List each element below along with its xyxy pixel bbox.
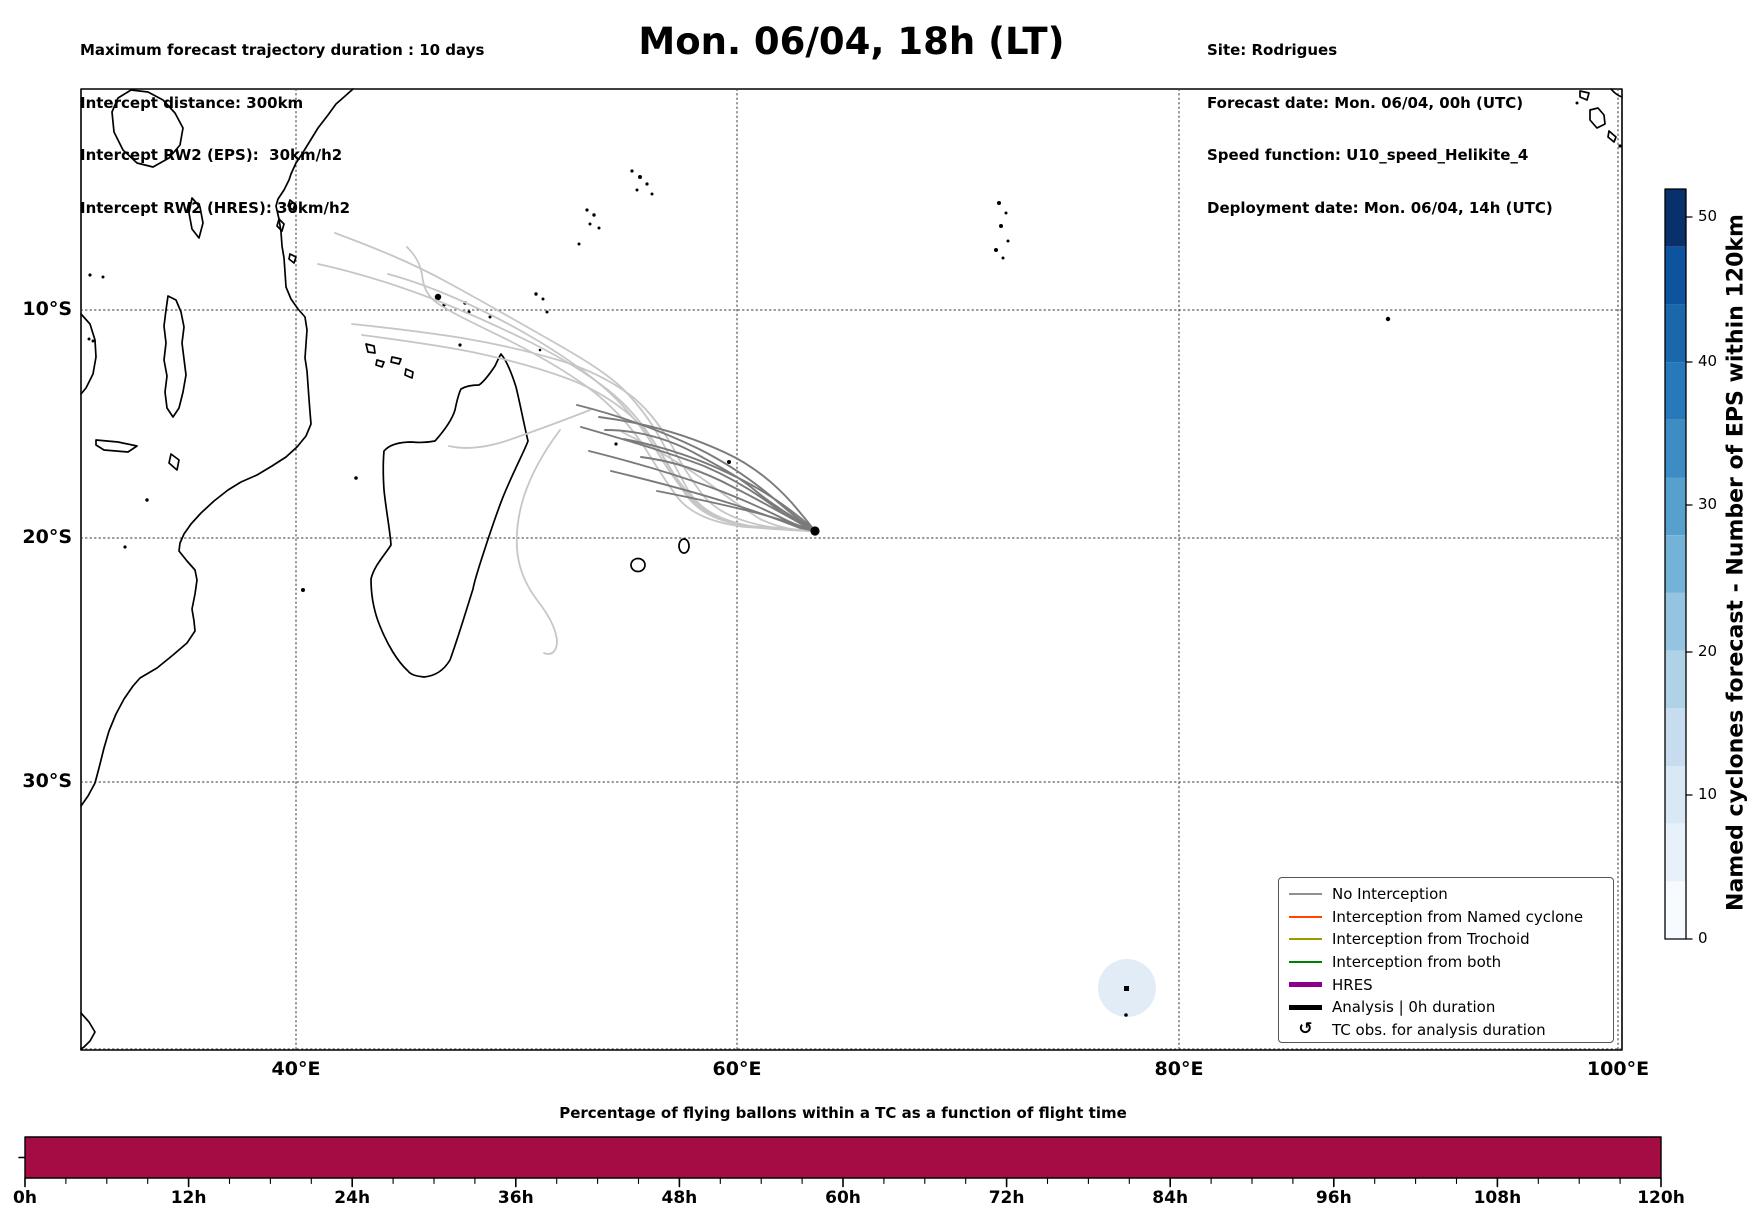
- legend-row: ↺ TC obs. for analysis duration: [1289, 1019, 1605, 1042]
- flight-time-bar-chart: [18, 1136, 1662, 1188]
- coastlines: [80, 88, 1623, 1050]
- line-swatch-icon: [1289, 938, 1322, 941]
- lon-tick-60e: 60°E: [712, 1058, 762, 1080]
- legend-row: Interception from Named cyclone: [1289, 906, 1605, 929]
- info-block-left: Maximum forecast trajectory duration : 1…: [80, 7, 484, 252]
- x-tick-24h: 24h: [334, 1188, 371, 1208]
- info-line: Intercept RW2 (EPS): 30km/h2: [80, 146, 343, 164]
- line-swatch-icon: [1289, 1004, 1322, 1010]
- x-tick-84h: 84h: [1152, 1188, 1189, 1208]
- info-line: Intercept distance: 300km: [80, 93, 304, 112]
- trajectories-light: [317, 232, 813, 655]
- figure-title: Mon. 06/04, 18h (LT): [638, 20, 1065, 63]
- info-line: Forecast date: Mon. 06/04, 00h (UTC): [1207, 93, 1524, 112]
- cyclone-forecast-marker: [1098, 959, 1156, 1017]
- percentage-bar: [24, 1136, 1662, 1179]
- lon-tick-80e: 80°E: [1154, 1058, 1204, 1080]
- island-specks: [87, 101, 1622, 592]
- legend-label: No Interception: [1332, 885, 1448, 904]
- minor-ticks: [65, 1177, 1621, 1185]
- trajectories-dark: [576, 404, 816, 532]
- lon-tick-100e: 100°E: [1586, 1058, 1650, 1080]
- colorbar-tick-0: 0: [1698, 929, 1708, 947]
- rotate-ccw-icon: ↺: [1298, 1019, 1313, 1040]
- legend-label: HRES: [1332, 975, 1373, 994]
- colorbar-tick-40: 40: [1698, 352, 1718, 370]
- colorbar-label: Named cyclones forecast - Number of EPS …: [1723, 214, 1749, 911]
- line-swatch-icon: [1289, 982, 1322, 988]
- legend-row: Interception from Trochoid: [1289, 928, 1605, 951]
- lat-tick-10s: 10°S: [22, 298, 72, 320]
- colorbar-tick-20: 20: [1698, 642, 1718, 660]
- legend-label: Interception from both: [1332, 953, 1502, 972]
- legend-row: HRES: [1289, 973, 1605, 996]
- info-line: Site: Rodrigues: [1207, 41, 1338, 59]
- legend-row: Analysis | 0h duration: [1289, 996, 1605, 1019]
- x-tick-0h: 0h: [13, 1188, 37, 1208]
- bar-chart-title: Percentage of flying ballons within a TC…: [559, 1104, 1127, 1122]
- colorbar-tick-50: 50: [1698, 207, 1718, 225]
- x-tick-60h: 60h: [825, 1188, 861, 1208]
- lat-tick-20s: 20°S: [22, 526, 72, 548]
- info-line: Speed function: U10_speed_Helikite_4: [1207, 146, 1529, 164]
- x-tick-120h: 120h: [1637, 1188, 1685, 1208]
- x-tick-12h: 12h: [170, 1188, 207, 1208]
- map-border: [80, 88, 1623, 1051]
- legend-label: Interception from Named cyclone: [1332, 907, 1584, 926]
- info-line: Maximum forecast trajectory duration : 1…: [80, 41, 485, 59]
- map-legend: No Interception Interception from Named …: [1278, 877, 1614, 1043]
- colorbar: [1664, 188, 1693, 940]
- analysis-position-dot: [810, 526, 820, 536]
- legend-row: No Interception: [1289, 883, 1605, 906]
- map-gridlines: [80, 88, 1623, 1051]
- line-swatch-icon: [1289, 893, 1322, 896]
- colorbar-tick-10: 10: [1698, 785, 1718, 803]
- colorbar-tick-30: 30: [1698, 495, 1718, 513]
- line-swatch-icon: [1289, 915, 1322, 918]
- legend-row: Interception from both: [1289, 951, 1605, 974]
- lon-tick-40e: 40°E: [271, 1058, 321, 1080]
- info-block-right: Site: Rodrigues Forecast date: Mon. 06/0…: [1207, 7, 1553, 252]
- x-tick-96h: 96h: [1315, 1188, 1352, 1208]
- legend-label: Analysis | 0h duration: [1332, 998, 1496, 1017]
- x-tick-72h: 72h: [988, 1188, 1025, 1208]
- legend-label: TC obs. for analysis duration: [1332, 1020, 1546, 1039]
- x-tick-36h: 36h: [497, 1188, 534, 1208]
- line-swatch-icon: [1289, 961, 1322, 964]
- lat-tick-30s: 30°S: [22, 770, 72, 792]
- legend-label: Interception from Trochoid: [1332, 930, 1530, 949]
- x-tick-108h: 108h: [1473, 1188, 1522, 1208]
- info-line: Intercept RW2 (HRES): 30km/h2: [80, 198, 351, 217]
- info-line: Deployment date: Mon. 06/04, 14h (UTC): [1207, 198, 1553, 217]
- x-tick-48h: 48h: [661, 1188, 698, 1208]
